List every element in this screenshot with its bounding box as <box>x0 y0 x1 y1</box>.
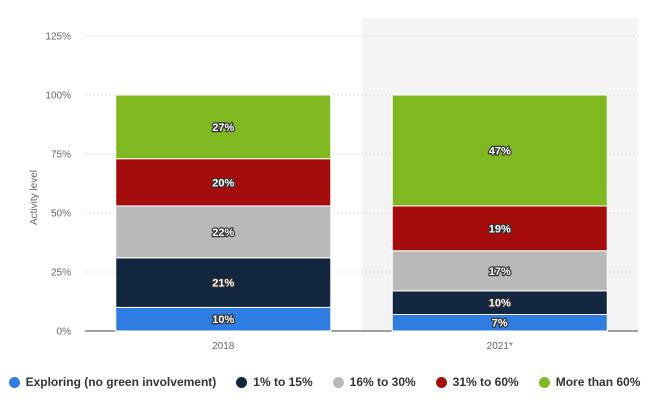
legend-label: 31% to 60% <box>452 375 519 389</box>
legend: Exploring (no green involvement) 1% to 15… <box>0 373 649 391</box>
legend-label: 1% to 15% <box>253 375 313 389</box>
bar-segment[interactable] <box>115 257 332 308</box>
x-tick-label: 2021* <box>487 341 513 352</box>
y-tick-label: 0% <box>57 327 72 338</box>
data-label: 21% <box>212 278 234 290</box>
bar-segment[interactable] <box>391 250 608 292</box>
bar-segment[interactable] <box>391 205 608 252</box>
y-tick-label: 75% <box>51 150 71 161</box>
y-axis-title: Activity level <box>29 170 40 225</box>
legend-swatch <box>435 376 447 388</box>
data-label: 22% <box>212 227 234 239</box>
y-tick-label: 50% <box>51 209 71 220</box>
y-tick-label: 25% <box>51 268 71 279</box>
legend-item[interactable]: 16% to 30% <box>332 375 416 389</box>
data-label: 19% <box>489 223 511 235</box>
legend-swatch <box>236 376 248 388</box>
legend-swatch <box>332 376 344 388</box>
legend-item[interactable]: Exploring (no green involvement) <box>8 375 217 389</box>
legend-label: More than 60% <box>555 375 641 389</box>
bar-segment[interactable] <box>115 94 332 160</box>
x-tick-label: 2018 <box>212 341 235 352</box>
data-label: 47% <box>489 145 511 157</box>
data-label: 27% <box>212 122 234 134</box>
legend-swatch <box>538 376 550 388</box>
data-label: 10% <box>489 298 511 310</box>
legend-label: Exploring (no green involvement) <box>25 375 217 389</box>
legend-swatch <box>8 376 20 388</box>
data-label: 17% <box>489 266 511 278</box>
data-label: 20% <box>212 177 234 189</box>
bars <box>115 94 608 332</box>
legend-item[interactable]: 1% to 15% <box>236 375 313 389</box>
y-tick-label: 125% <box>45 32 71 43</box>
bar-segment[interactable] <box>391 94 608 207</box>
axes: 0% 25% 50% 75% 100% 125% Activity level 2018 202… <box>29 32 513 353</box>
legend-item[interactable]: 31% to 60% <box>435 375 519 389</box>
legend-item[interactable]: More than 60% <box>538 375 641 389</box>
legend-label: 16% to 30% <box>349 375 416 389</box>
data-label: 10% <box>212 314 234 326</box>
data-label: 7% <box>492 318 508 330</box>
y-tick-label: 100% <box>45 91 71 102</box>
data-labels: 10% 21% 22% 20% 27% 7% 10% 17% 19% 47% <box>211 121 512 331</box>
